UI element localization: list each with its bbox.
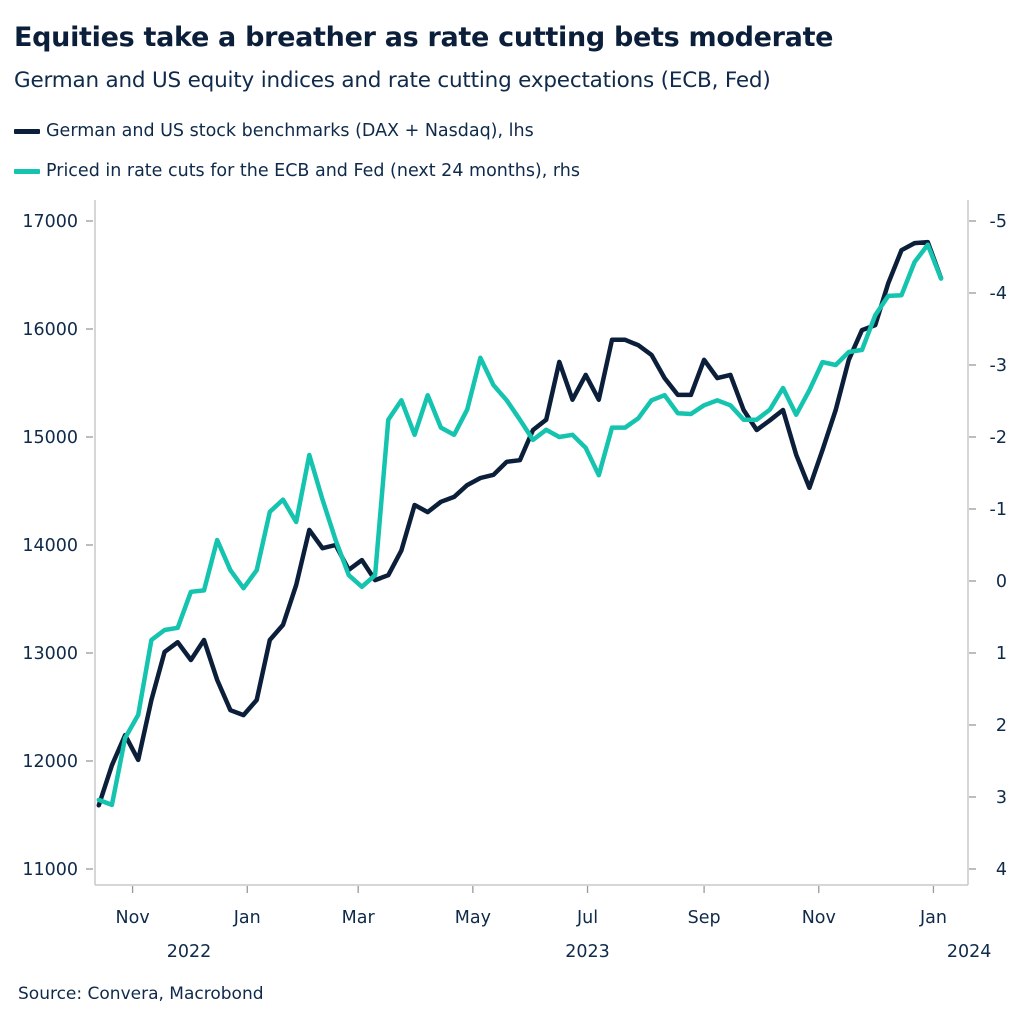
right-tick-label: 1 [996,644,1007,664]
x-year-label: 2023 [565,942,610,962]
right-tick-label: 0 [996,572,1007,592]
x-year-label: 2022 [167,942,212,962]
x-year-label: 2024 [947,942,992,962]
right-tick-label: 3 [996,788,1007,808]
right-tick-label: -1 [990,500,1007,520]
legend-swatch-rate-cuts [14,168,40,174]
x-tick-label: Jan [919,908,947,928]
x-tick-label: Mar [342,908,376,928]
legend-swatch-equities [14,128,40,134]
legend-item-equities: German and US stock benchmarks (DAX + Na… [14,121,534,141]
axes: 11000 12000 13000 14000 15000 16000 17000 4 3 2 1 0… [22,200,1007,962]
right-tick-label: 2 [996,716,1007,736]
left-tick-label: 13000 [22,644,78,664]
series-lines [96,239,944,808]
series-line-rate-cuts [96,242,944,808]
chart-subtitle: German and US equity indices and rate cu… [14,68,771,93]
right-tick-label: -3 [990,356,1007,376]
left-tick-label: 17000 [22,212,78,232]
left-tick-label: 14000 [22,536,78,556]
x-tick-label: Jul [576,908,598,928]
x-tick-label: Nov [116,908,150,928]
chart-title: Equities take a breather as rate cutting… [14,22,834,53]
left-tick-label: 11000 [22,860,78,880]
right-tick-label: -2 [990,428,1007,448]
legend-label-rate-cuts: Priced in rate cuts for the ECB and Fed … [46,161,580,181]
right-tick-label: -5 [990,212,1007,232]
left-tick-label: 12000 [22,752,78,772]
legend-label-equities: German and US stock benchmarks (DAX + Na… [46,121,534,141]
left-tick-label: 16000 [22,320,78,340]
x-tick-label: Nov [802,908,836,928]
series-line-equities [96,239,944,808]
left-tick-label: 15000 [22,428,78,448]
source-note: Source: Convera, Macrobond [18,984,264,1004]
x-tick-label: Jan [233,908,261,928]
legend-item-rate-cuts: Priced in rate cuts for the ECB and Fed … [14,161,580,181]
right-tick-label: -4 [990,284,1007,304]
right-tick-label: 4 [996,860,1007,880]
x-tick-label: May [455,908,491,928]
x-tick-label: Sep [688,908,721,928]
